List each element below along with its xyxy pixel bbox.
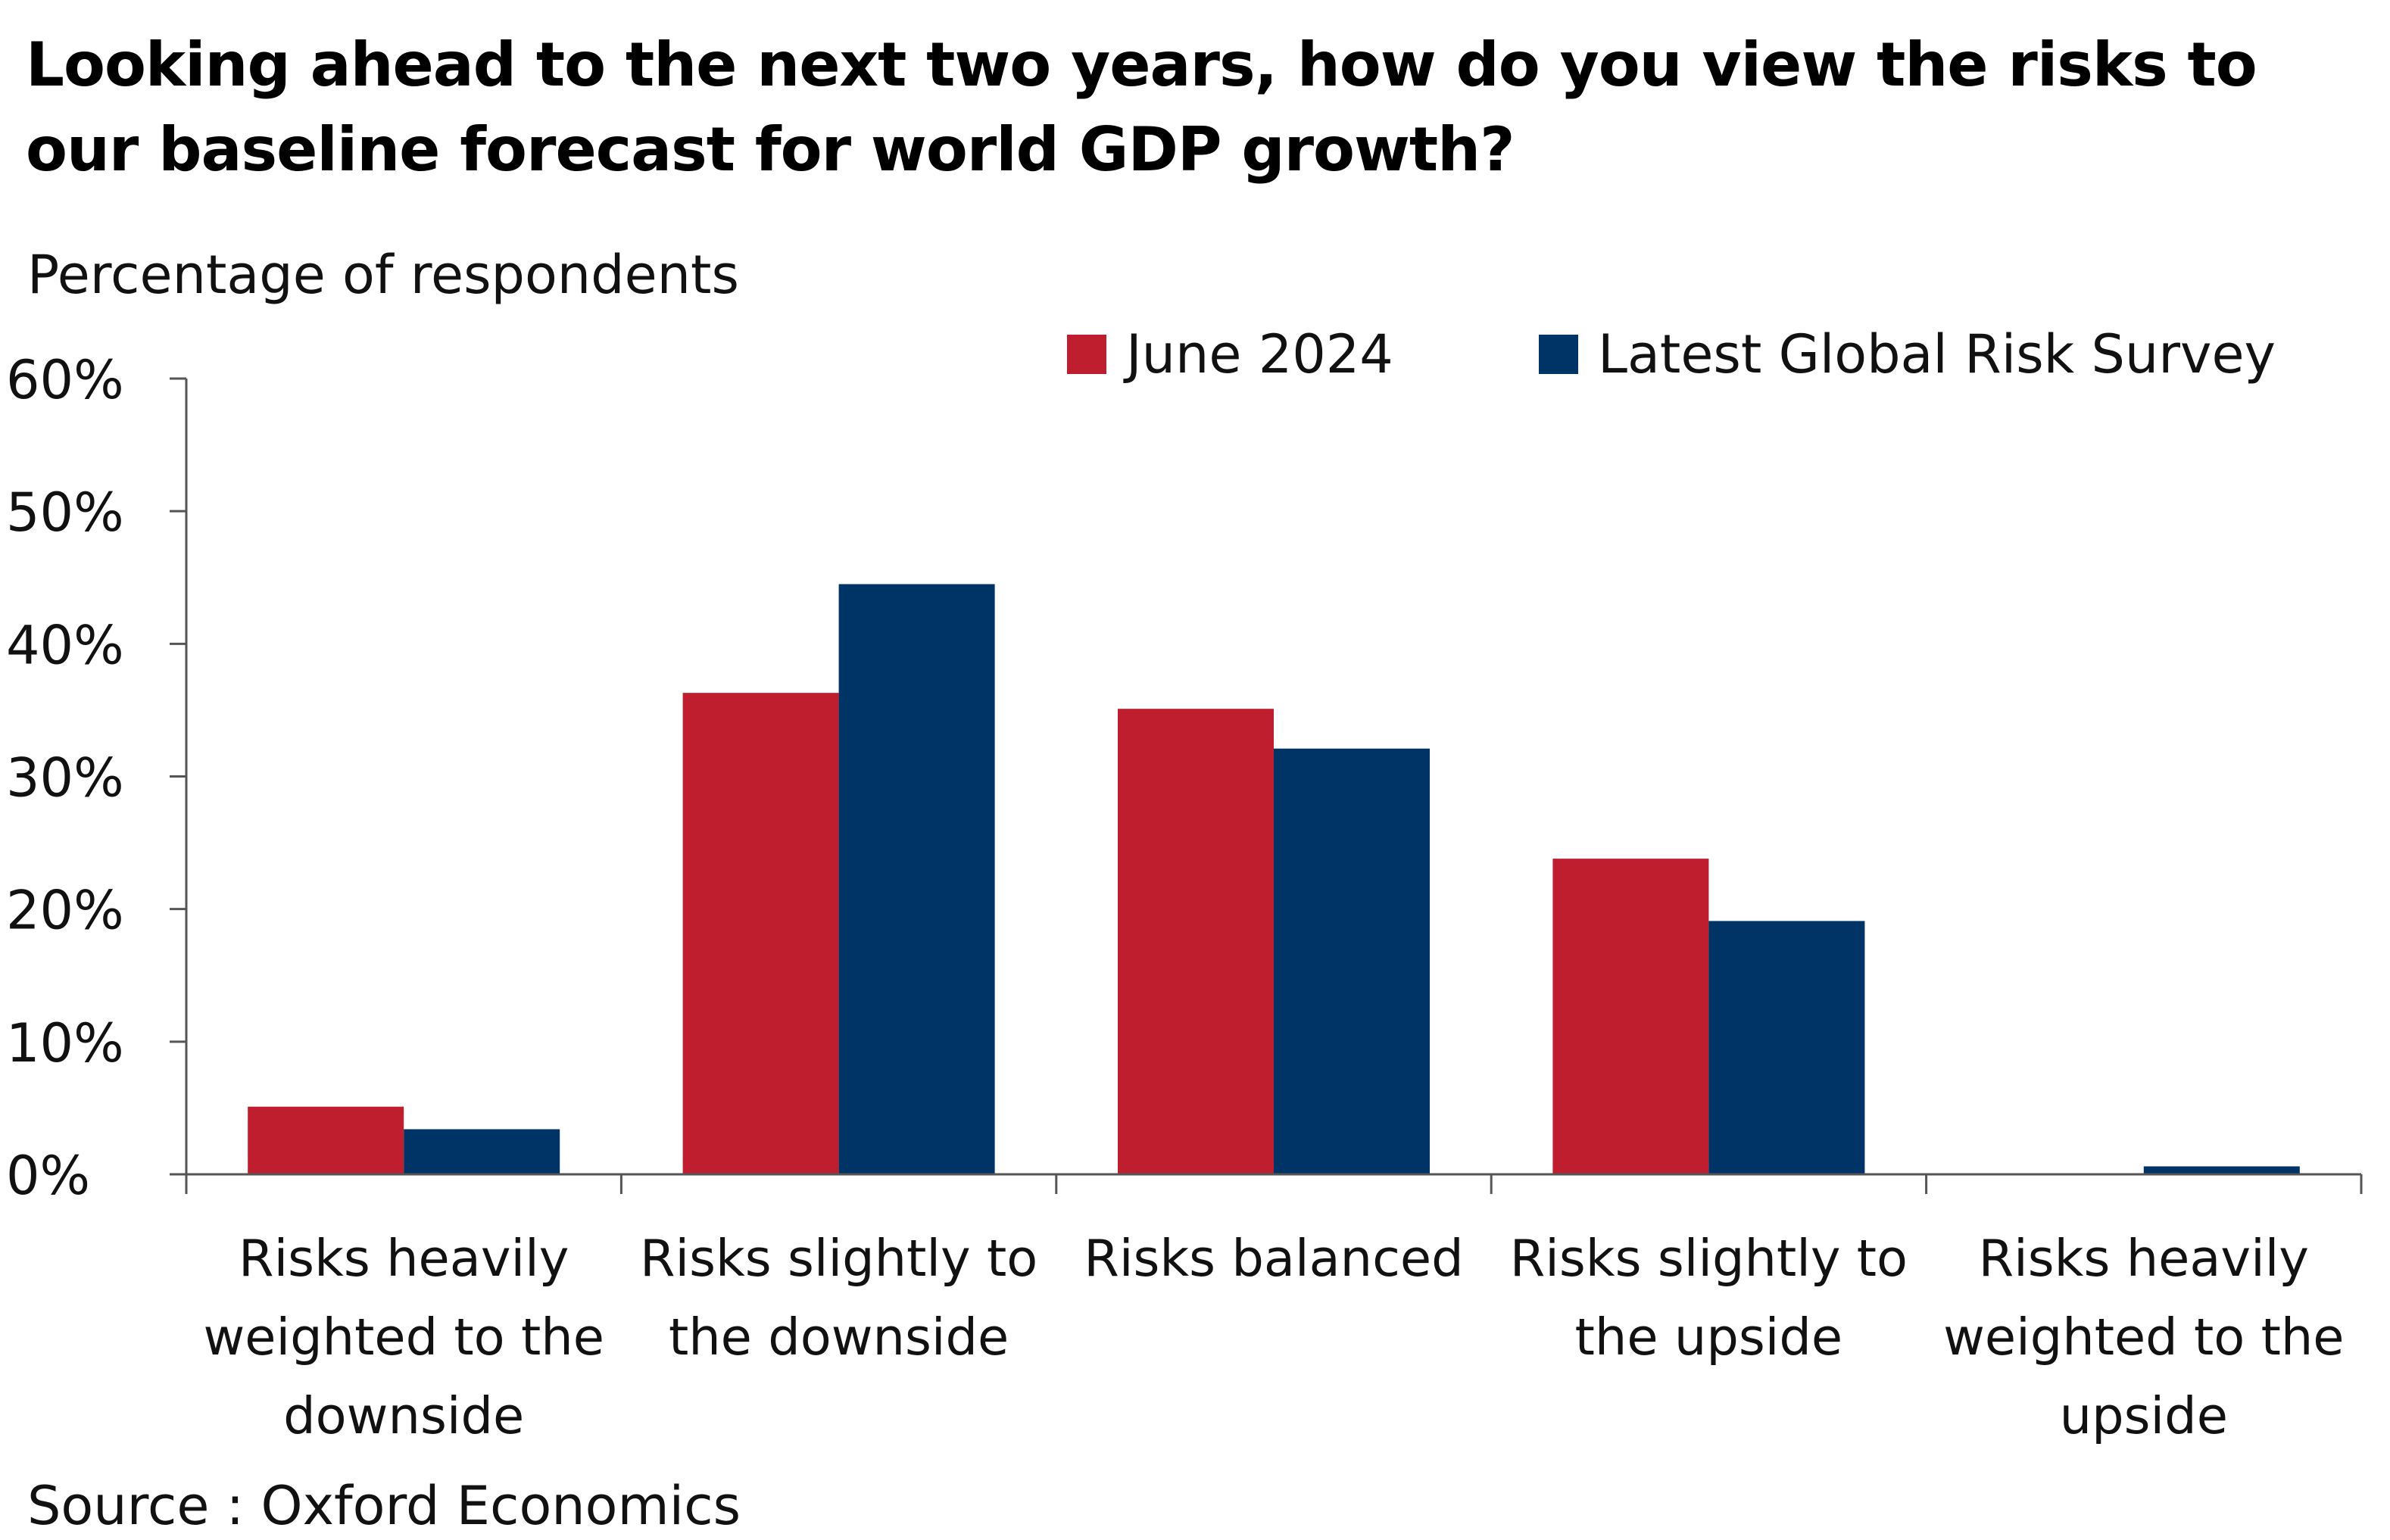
x-category-label: Risks slightly to the upside: [1510, 1229, 1908, 1367]
chart-subtitle: Percentage of respondents: [27, 244, 739, 306]
x-category-label: Risks heavily weighted to the upside: [1943, 1229, 2344, 1445]
bar-latest-survey: [1708, 921, 1865, 1174]
x-category-label: Risks heavily weighted to the downside: [203, 1229, 604, 1445]
y-axis-ticks: 0% 10% 20% 30% 40% 50% 60%: [6, 349, 186, 1207]
y-tick-label: 20%: [6, 880, 124, 942]
bar-june-2024: [248, 1106, 404, 1174]
bar-latest-survey: [2143, 1166, 2300, 1174]
x-axis-labels: Risks heavily weighted to the downside Risk…: [203, 1229, 2344, 1445]
bar-june-2024: [1552, 859, 1709, 1174]
x-category-label: Risks balanced: [1084, 1229, 1463, 1288]
y-tick-label: 50%: [6, 482, 124, 544]
bar-june-2024: [682, 693, 839, 1174]
x-category-label: Risks slightly to the downside: [640, 1229, 1037, 1367]
y-tick-label: 60%: [6, 349, 124, 411]
bars: [248, 584, 2300, 1174]
legend: June 2024 Latest Global Risk Survey: [1067, 323, 2276, 385]
axes: [185, 379, 2363, 1194]
legend-swatch: [1539, 335, 1578, 374]
bar-june-2024: [1118, 709, 1274, 1174]
legend-swatch: [1067, 335, 1106, 374]
legend-label: Latest Global Risk Survey: [1598, 323, 2276, 385]
source-note: Source : Oxford Economics: [27, 1475, 741, 1537]
y-tick-label: 30%: [6, 747, 124, 809]
bar-latest-survey: [838, 584, 995, 1174]
bar-latest-survey: [404, 1129, 560, 1174]
y-tick-label: 40%: [6, 614, 124, 676]
y-tick-label: 0%: [6, 1145, 90, 1207]
legend-label: June 2024: [1123, 323, 1393, 385]
chart-title: Looking ahead to the next two years, how…: [26, 30, 2257, 185]
bar-latest-survey: [1274, 748, 1430, 1174]
y-tick-label: 10%: [6, 1012, 124, 1074]
